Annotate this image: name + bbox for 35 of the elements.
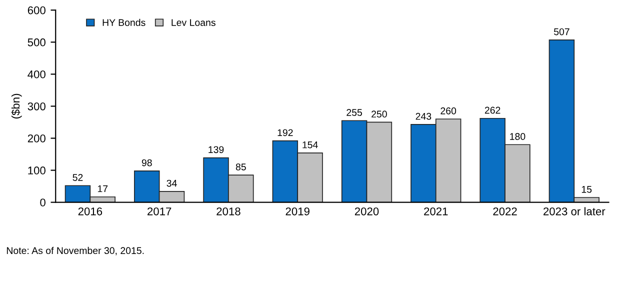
data-label: 85: [236, 163, 246, 170]
x-tick-label: 2019: [286, 207, 310, 216]
data-label: 15: [582, 186, 592, 193]
y-tick-label: 600: [28, 6, 46, 14]
data-label: 139: [208, 146, 224, 154]
data-label: 34: [166, 180, 177, 187]
y-tick-label: 200: [28, 134, 46, 142]
y-tick-label: 500: [28, 38, 46, 46]
data-label: 154: [302, 141, 318, 148]
x-tick-label: 2017: [148, 207, 172, 216]
data-label: 192: [278, 129, 293, 136]
data-label: 250: [372, 110, 387, 118]
data-label: 243: [416, 112, 432, 120]
x-tick-label: 2016: [78, 207, 102, 216]
legend-label: Lev Loans: [172, 19, 216, 26]
x-tick-label: 2023 or later: [544, 207, 606, 216]
data-label: 260: [440, 107, 456, 114]
data-label: 17: [98, 185, 108, 192]
legend-label: HY Bonds: [102, 18, 146, 26]
x-tick-label: 2021: [424, 207, 448, 216]
x-tick-label: 2022: [493, 207, 517, 216]
data-label: 180: [510, 133, 526, 140]
data-label: 255: [346, 109, 362, 116]
data-label: 507: [554, 28, 570, 36]
y-axis-title: ($bn): [11, 94, 22, 118]
data-label: 262: [484, 106, 500, 114]
text: Note: As of November 30, 2015.: [6, 246, 144, 256]
x-tick-label: 2020: [354, 207, 379, 216]
y-tick-label: 0: [40, 198, 46, 206]
y-tick-label: 100: [28, 166, 46, 174]
y-tick-label: 300: [28, 102, 46, 110]
data-label: 52: [72, 174, 83, 181]
y-tick-label: 400: [28, 70, 46, 78]
x-tick-label: 2018: [216, 207, 240, 216]
data-label: 98: [142, 159, 152, 166]
